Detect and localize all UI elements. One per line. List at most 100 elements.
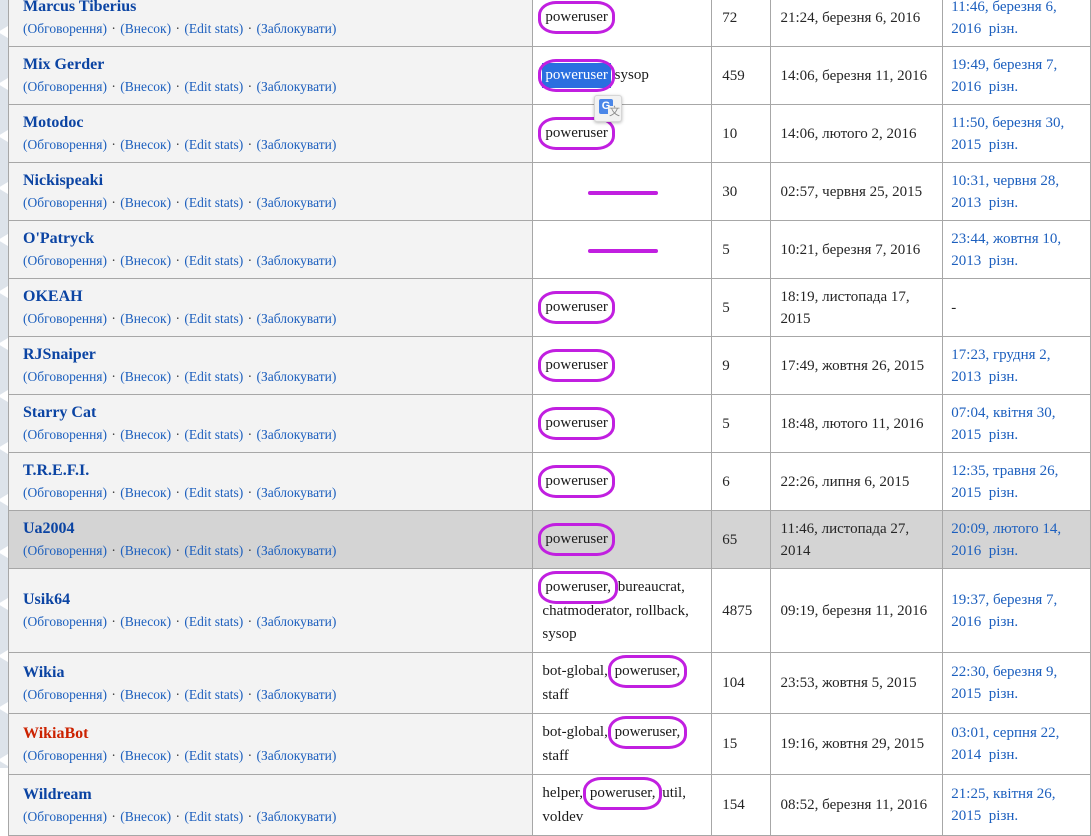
user-block-link[interactable]: (Заблокувати) [256,137,337,152]
user-contribs-link[interactable]: (Внесок) [120,137,172,152]
user-talk-link[interactable]: (Обговорення) [23,808,107,824]
username-link[interactable]: WikiaBot [23,724,89,742]
last-edit-diff-link[interactable]: різн. [988,542,1019,559]
last-edit-date-link[interactable]: 20:09, лютого 14, 2016 [951,520,1062,559]
last-edit-diff-link[interactable]: різн. [988,808,1019,824]
table-row[interactable]: Wikia (Обговорення) · (Внесок) · (Edit st… [7,652,1091,714]
username-link[interactable]: RJSnaiper [23,346,96,363]
table-row[interactable]: Motodoc (Обговорення) · (Внесок) · (Edit … [7,104,1091,163]
user-block-link[interactable]: (Заблокувати) [256,808,337,824]
username-link[interactable]: OKEAH [23,288,83,305]
user-block-link[interactable]: (Заблокувати) [256,21,337,36]
user-block-link[interactable]: (Заблокувати) [256,369,337,384]
last-edit-diff-link[interactable]: різн. [988,426,1019,443]
last-edit-date-link[interactable]: 19:37, березня 7, 2016 [951,591,1058,630]
user-contribs-link[interactable]: (Внесок) [120,253,172,268]
table-row[interactable]: Starry Cat (Обговорення) · (Внесок) · (Ed… [7,394,1091,453]
user-block-link[interactable]: (Заблокувати) [256,485,337,500]
user-contribs-link[interactable]: (Внесок) [120,21,172,36]
user-contribs-link[interactable]: (Внесок) [120,686,172,702]
user-contribs-link[interactable]: (Внесок) [120,614,172,629]
last-edit-diff-link[interactable]: різн. [988,20,1019,37]
table-row[interactable]: Marcus Tiberius (Обговорення) · (Внесок) … [7,0,1091,47]
last-edit-diff-link[interactable]: різн. [988,613,1019,630]
user-block-link[interactable]: (Заблокувати) [256,543,337,558]
user-block-link[interactable]: (Заблокувати) [256,79,337,94]
table-row[interactable]: Usik64 (Обговорення) · (Внесок) · (Edit s… [7,568,1091,653]
user-contribs-link[interactable]: (Внесок) [120,79,172,94]
last-edit-diff-link[interactable]: різн. [988,252,1019,269]
user-edit-stats-link[interactable]: (Edit stats) [184,747,244,763]
last-edit-diff-link[interactable]: різн. [988,136,1019,153]
last-edit-diff-link[interactable]: різн. [988,78,1019,95]
annotated-group-token[interactable]: poweruser [538,117,616,150]
table-row[interactable]: Nickispeaki (Обговорення) · (Внесок) · (E… [7,162,1091,221]
user-talk-link[interactable]: (Обговорення) [23,79,107,94]
user-edit-stats-link[interactable]: (Edit stats) [184,614,244,629]
user-edit-stats-link[interactable]: (Edit stats) [184,686,244,702]
last-edit-diff-link[interactable]: різн. [988,368,1019,385]
username-link[interactable]: Wikia [23,663,65,681]
last-edit-date-link[interactable]: 12:35, травня 26, 2015 [951,462,1059,501]
table-row[interactable]: OKEAH (Обговорення) · (Внесок) · (Edit st… [7,278,1091,337]
last-edit-diff-link[interactable]: різн. [988,747,1019,763]
user-block-link[interactable]: (Заблокувати) [256,686,337,702]
username-link[interactable]: T.R.E.F.I. [23,462,90,479]
last-edit-date-link[interactable]: 10:31, червня 28, 2013 [951,172,1060,211]
annotated-group-token[interactable]: poweruser [538,349,616,382]
user-talk-link[interactable]: (Обговорення) [23,543,107,558]
username-link[interactable]: Starry Cat [23,404,97,421]
table-row[interactable]: Ua2004 (Обговорення) · (Внесок) · (Edit s… [7,510,1091,569]
table-row[interactable]: Mix Gerder (Обговорення) · (Внесок) · (Ed… [7,46,1091,105]
user-edit-stats-link[interactable]: (Edit stats) [184,21,244,36]
user-edit-stats-link[interactable]: (Edit stats) [184,485,244,500]
last-edit-date-link[interactable]: 03:01, серпня 22, 2014 [951,725,1060,763]
user-edit-stats-link[interactable]: (Edit stats) [184,253,244,268]
table-row[interactable]: O'Patryck (Обговорення) · (Внесок) · (Edi… [7,220,1091,279]
table-row[interactable]: RJSnaiper (Обговорення) · (Внесок) · (Edi… [7,336,1091,395]
user-talk-link[interactable]: (Обговорення) [23,686,107,702]
user-contribs-link[interactable]: (Внесок) [120,747,172,763]
google-translate-icon[interactable]: G 文 [594,95,622,122]
user-edit-stats-link[interactable]: (Edit stats) [184,137,244,152]
last-edit-date-link[interactable]: 07:04, квітня 30, 2015 [951,404,1056,443]
user-talk-link[interactable]: (Обговорення) [23,747,107,763]
user-talk-link[interactable]: (Обговорення) [23,614,107,629]
last-edit-diff-link[interactable]: різн. [988,484,1019,501]
last-edit-date-link[interactable]: 11:50, березня 30, 2015 [951,114,1065,153]
username-link[interactable]: Ua2004 [23,520,75,537]
user-talk-link[interactable]: (Обговорення) [23,137,107,152]
last-edit-date-link[interactable]: 11:46, березня 6, 2016 [951,0,1057,37]
user-contribs-link[interactable]: (Внесок) [120,427,172,442]
username-link[interactable]: Nickispeaki [23,172,104,189]
annotated-group-token[interactable]: poweruser [538,407,616,440]
user-edit-stats-link[interactable]: (Edit stats) [184,311,244,326]
username-link[interactable]: O'Patryck [23,230,95,247]
user-block-link[interactable]: (Заблокувати) [256,195,337,210]
annotated-group-token[interactable]: poweruser [538,465,616,498]
user-contribs-link[interactable]: (Внесок) [120,485,172,500]
user-talk-link[interactable]: (Обговорення) [23,369,107,384]
user-edit-stats-link[interactable]: (Edit stats) [184,543,244,558]
user-block-link[interactable]: (Заблокувати) [256,311,337,326]
user-talk-link[interactable]: (Обговорення) [23,311,107,326]
last-edit-diff-link[interactable]: різн. [988,686,1019,702]
user-contribs-link[interactable]: (Внесок) [120,808,172,824]
user-edit-stats-link[interactable]: (Edit stats) [184,808,244,824]
username-link[interactable]: Mix Gerder [23,56,105,73]
last-edit-date-link[interactable]: 19:49, березня 7, 2016 [951,56,1058,95]
user-talk-link[interactable]: (Обговорення) [23,253,107,268]
user-talk-link[interactable]: (Обговорення) [23,485,107,500]
table-row[interactable]: Wildream (Обговорення) · (Внесок) · (Edit… [7,774,1091,836]
user-contribs-link[interactable]: (Внесок) [120,311,172,326]
last-edit-diff-link[interactable]: різн. [988,194,1019,211]
last-edit-date-link[interactable]: 17:23, грудня 2, 2013 [951,346,1051,385]
annotated-group-token[interactable]: poweruser, [582,777,663,810]
annotated-group-token[interactable]: poweruser [538,523,616,556]
user-talk-link[interactable]: (Обговорення) [23,427,107,442]
selected-group-token[interactable]: poweruser [538,59,616,92]
username-link[interactable]: Marcus Tiberius [23,0,137,15]
user-talk-link[interactable]: (Обговорення) [23,21,107,36]
username-link[interactable]: Usik64 [23,591,71,608]
user-block-link[interactable]: (Заблокувати) [256,614,337,629]
